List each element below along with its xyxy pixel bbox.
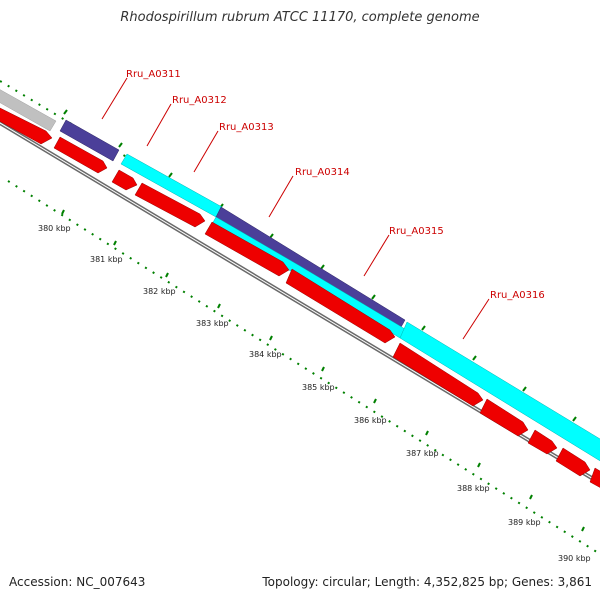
gene-label[interactable]: Rru_A0312 [172,95,227,106]
gene-feature-reverse[interactable] [204,221,290,277]
inner-major-ticks [61,209,585,532]
scale-labels: 380 kbp 381 kbp 382 kbp 383 kbp 384 kbp … [38,224,591,563]
accession-label: Accession: NC_007643 [9,575,146,589]
gene-feature-reverse[interactable] [392,342,484,407]
gene-feature-rru-a0313[interactable] [210,216,406,339]
scale-label: 386 kbp [354,416,387,425]
scale-label: 380 kbp [38,224,71,233]
scale-label: 385 kbp [302,383,335,392]
gene-feature-reverse[interactable] [53,136,108,174]
scale-label: 384 kbp [249,350,282,359]
gene-feature-reverse[interactable] [134,182,206,228]
gene-feature-rru-a0316[interactable] [399,321,600,467]
gene-feature-reverse[interactable] [0,103,53,145]
scale-label: 387 kbp [406,449,439,458]
scale-label: 389 kbp [508,518,541,527]
gene-label-leaders [101,77,490,340]
gene-feature-reverse[interactable] [589,467,600,493]
reverse-strand-track [0,103,600,493]
gene-label[interactable]: Rru_A0314 [295,167,350,178]
gene-feature-other[interactable] [0,84,57,132]
genome-summary: Topology: circular; Length: 4,352,825 bp… [262,575,592,589]
scale-label: 381 kbp [90,255,123,264]
gene-label[interactable]: Rru_A0311 [126,69,181,80]
scale-label: 382 kbp [143,287,176,296]
gene-label[interactable]: Rru_A0316 [490,290,545,301]
inner-tick-ring [7,180,600,555]
gene-feature-reverse[interactable] [285,268,396,344]
scale-label: 388 kbp [457,484,490,493]
gene-feature-reverse[interactable] [555,447,591,477]
scale-label: 390 kbp [558,554,591,563]
map-title: Rhodospirillum rubrum ATCC 11170, comple… [120,10,480,25]
forward-strand-track [0,84,600,467]
gene-label[interactable]: Rru_A0313 [219,122,274,133]
gene-labels: Rru_A0311 Rru_A0312 Rru_A0313 Rru_A0314 … [126,69,545,301]
gene-feature-reverse[interactable] [527,429,558,455]
scale-label: 383 kbp [196,319,229,328]
gene-label[interactable]: Rru_A0315 [389,226,444,237]
outer-major-ticks [63,109,577,422]
gene-feature-reverse[interactable] [111,169,138,191]
gene-feature-reverse[interactable] [479,398,529,437]
gene-feature-rru-a0311[interactable] [59,119,120,162]
